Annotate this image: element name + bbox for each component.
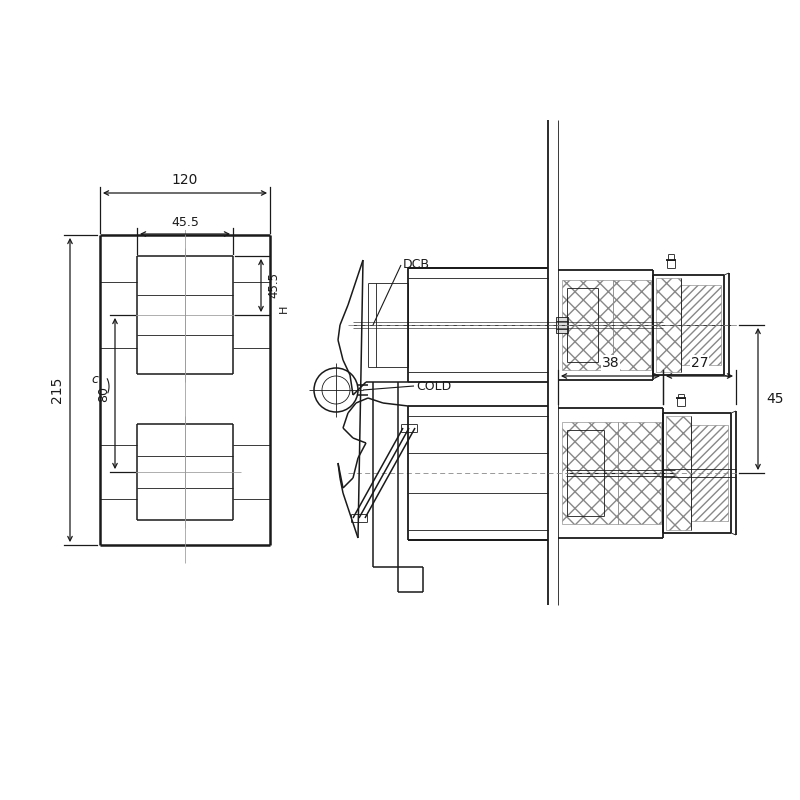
Text: 120: 120 (172, 173, 198, 187)
Text: 27: 27 (690, 356, 708, 370)
Bar (618, 422, 661, 524)
Text: DCB: DCB (403, 258, 430, 271)
Bar (666, 416, 691, 530)
Bar (613, 280, 651, 370)
Text: c: c (91, 373, 98, 386)
Bar (562, 280, 613, 370)
Text: COLD: COLD (416, 379, 451, 393)
Bar (656, 278, 681, 372)
Text: 215: 215 (50, 377, 64, 403)
Text: 38: 38 (602, 356, 619, 370)
Text: 45: 45 (766, 392, 783, 406)
Bar (556, 317, 568, 333)
Text: 45.5: 45.5 (171, 216, 199, 229)
Bar (562, 422, 618, 524)
Bar (681, 285, 721, 365)
Text: H: H (279, 305, 289, 313)
Bar (691, 425, 728, 521)
Text: 45.5: 45.5 (267, 273, 280, 298)
Text: 80: 80 (97, 386, 110, 402)
